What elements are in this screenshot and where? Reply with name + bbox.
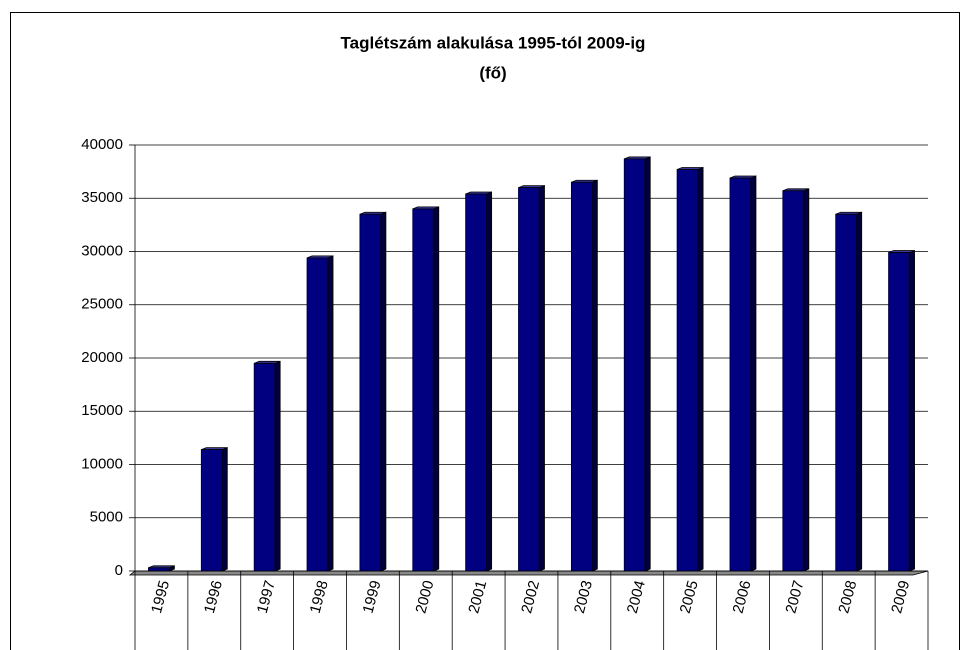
- bar: [200, 446, 228, 572]
- bar-face: [327, 255, 334, 572]
- bar: [148, 565, 175, 572]
- bar-face: [803, 188, 810, 572]
- bar-face: [253, 362, 276, 572]
- y-tick-label: 5000: [90, 509, 123, 526]
- bar: [359, 211, 387, 572]
- bar-face: [623, 158, 646, 572]
- bar-face: [274, 360, 281, 572]
- bar: [253, 360, 281, 572]
- y-tick-label: 30000: [81, 242, 123, 259]
- bar: [412, 206, 440, 572]
- bar-face: [539, 185, 545, 572]
- bar: [570, 179, 598, 572]
- bar: [888, 249, 915, 572]
- bar-face: [486, 191, 493, 572]
- y-tick-label: 25000: [81, 296, 123, 313]
- bar-face: [221, 446, 228, 572]
- bar: [782, 188, 810, 572]
- bar: [623, 156, 651, 572]
- y-tick-label: 15000: [81, 402, 123, 419]
- bar-face: [644, 156, 651, 572]
- y-tick-label: 40000: [81, 136, 123, 153]
- bar-face: [750, 175, 757, 572]
- bar-face: [697, 166, 704, 572]
- bar-face: [518, 187, 540, 572]
- bar-face: [909, 249, 915, 572]
- bar-face: [412, 208, 435, 572]
- bar-face: [676, 169, 699, 572]
- chart-title: Taglétszám alakulása 1995-tól 2009-ig: [341, 33, 646, 52]
- bar-face: [570, 181, 593, 572]
- bar: [518, 185, 545, 572]
- bar-face: [200, 449, 223, 572]
- y-tick-label: 10000: [81, 455, 123, 472]
- bar-face: [835, 213, 858, 572]
- floor: [128, 570, 929, 576]
- bar: [729, 175, 757, 572]
- bar: [676, 166, 704, 572]
- bar-face: [465, 193, 488, 572]
- chart-subtitle: (fő): [479, 63, 506, 82]
- bar-face: [591, 179, 598, 572]
- bar: [306, 255, 334, 572]
- bar-face: [359, 213, 382, 572]
- bar-face: [782, 190, 805, 572]
- bar-face: [729, 177, 752, 572]
- bar-face: [380, 211, 387, 572]
- bar-face: [856, 211, 863, 572]
- bar-face: [433, 206, 440, 572]
- bar: [835, 211, 863, 572]
- y-tick-label: 35000: [81, 189, 123, 206]
- bar-face: [306, 257, 329, 572]
- y-tick-label: 20000: [81, 349, 123, 366]
- bar: [465, 191, 493, 572]
- y-tick-label: 0: [115, 562, 123, 579]
- bar-face: [888, 252, 910, 572]
- bar-face: [148, 567, 170, 572]
